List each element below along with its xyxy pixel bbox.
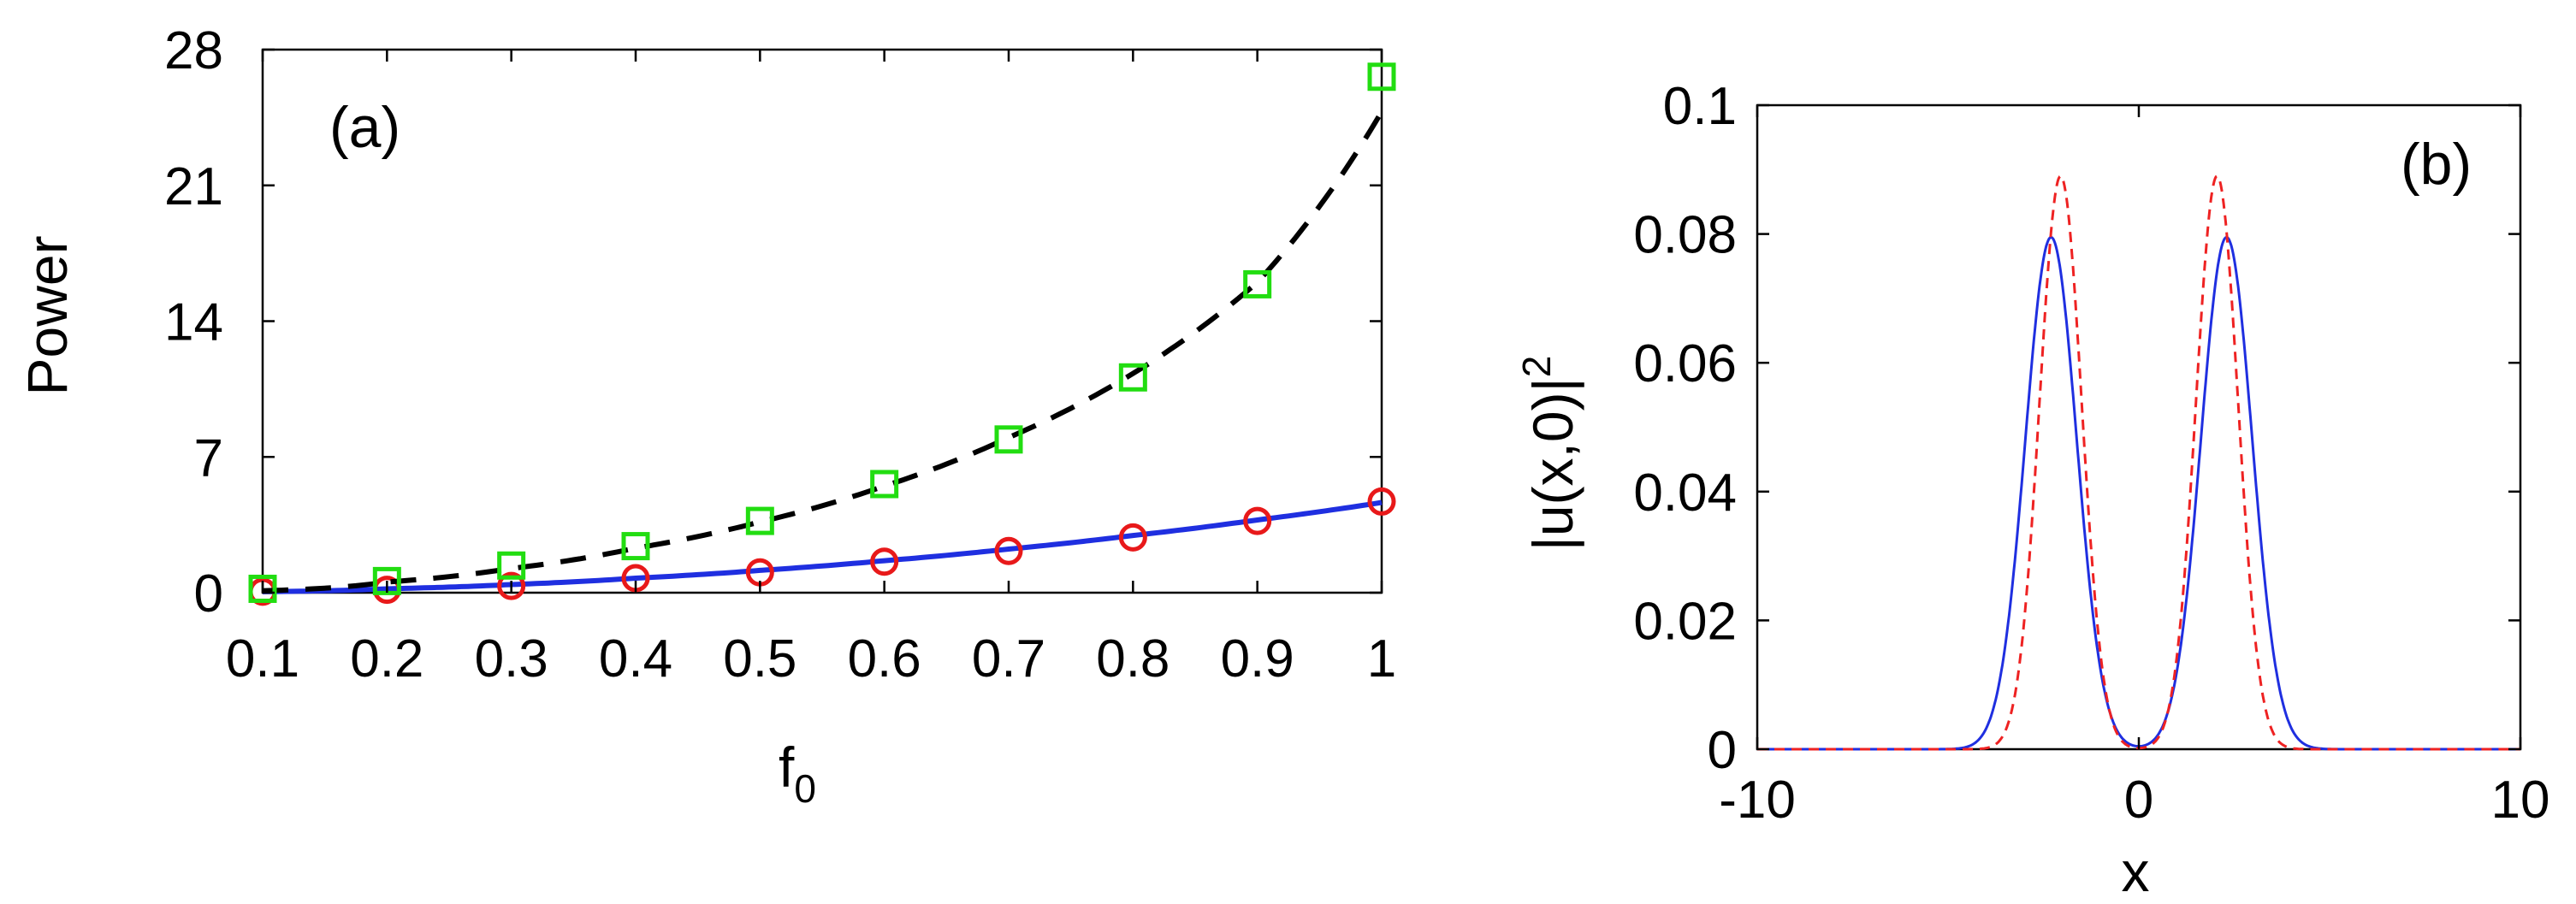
y-tick-label: 0.06 xyxy=(1633,334,1737,393)
series-2-line xyxy=(262,110,1384,594)
plot-frame xyxy=(261,48,1383,594)
circle-marker xyxy=(497,571,526,600)
x-tick-label: 0.1 xyxy=(226,629,299,688)
panel-a-plot-area xyxy=(248,48,1396,606)
x-tick-label: 1 xyxy=(1367,629,1396,688)
panel-b-y-axis-label-main: |u(x,0)| xyxy=(1521,377,1584,551)
x-tick-label: 0.7 xyxy=(972,629,1045,688)
square-marker xyxy=(248,574,277,603)
plot-frame xyxy=(1756,103,2522,751)
x-tick-label: 0.3 xyxy=(475,629,548,688)
y-tick-label: 0 xyxy=(194,564,223,623)
y-tick-label: 21 xyxy=(164,157,223,216)
square-marker xyxy=(1243,269,1272,298)
y-tick-label: 7 xyxy=(194,428,223,487)
x-tick-label: 0.6 xyxy=(848,629,921,688)
y-tick-label: 0 xyxy=(1708,721,1737,780)
x-tick-label: 0.2 xyxy=(350,629,423,688)
panel-a-x-axis-label-main: f xyxy=(779,736,795,799)
series-0-line xyxy=(1756,235,2521,751)
square-marker xyxy=(870,470,899,499)
square-marker xyxy=(621,532,650,561)
square-marker xyxy=(372,566,401,595)
y-tick-label: 0.04 xyxy=(1633,464,1737,523)
panel-b-x-axis-label: x xyxy=(2122,840,2150,903)
circle-marker xyxy=(1118,523,1147,552)
y-tick-label: 0.08 xyxy=(1633,206,1737,265)
panel-a-x-axis-label-subscript: 0 xyxy=(794,766,816,811)
series-0-line xyxy=(262,499,1383,594)
circle-marker xyxy=(870,547,899,576)
panel-b-y-axis-label-superscript: 2 xyxy=(1514,356,1559,378)
x-tick-label: 0.9 xyxy=(1221,629,1294,688)
y-tick-label: 28 xyxy=(164,21,223,80)
x-tick-label: 0.5 xyxy=(723,629,796,688)
square-marker xyxy=(745,506,774,535)
square-marker xyxy=(497,551,526,580)
y-tick-label: 14 xyxy=(164,293,223,352)
square-marker xyxy=(1118,363,1147,392)
panel-a: 0.1 0.2 0.3 0.4 0.5 0.6 0.7 0.8 0.9 1 0 7 14 21 28 (a)… xyxy=(15,21,1396,811)
panel-a-ticks: 0.1 0.2 0.3 0.4 0.5 0.6 0.7 0.8 0.9 1 0 7 14 21 28 xyxy=(164,21,1396,688)
square-marker xyxy=(1367,62,1396,92)
panel-b-y-axis-label: |u(x,0)|2 xyxy=(1514,356,1584,552)
y-tick-label: 0.1 xyxy=(1663,77,1737,136)
x-tick-label: 0 xyxy=(2124,771,2153,830)
circle-marker xyxy=(1367,487,1396,516)
square-marker xyxy=(994,425,1023,454)
x-tick-label: 0.8 xyxy=(1096,629,1170,688)
x-tick-label: -10 xyxy=(1719,771,1796,830)
panel-a-y-axis-label: Power xyxy=(15,235,79,395)
panel-a-label: (a) xyxy=(329,95,400,160)
x-tick-label: 10 xyxy=(2491,771,2550,830)
circle-marker xyxy=(994,536,1023,565)
series-1-line xyxy=(1756,174,2521,751)
panel-b-plot-area xyxy=(1756,103,2522,751)
y-tick-label: 0.02 xyxy=(1633,592,1737,651)
circle-marker xyxy=(1243,506,1272,535)
x-tick-label: 0.4 xyxy=(599,629,672,688)
panel-a-x-axis-label: f0 xyxy=(779,736,816,811)
panel-b-label: (b) xyxy=(2401,132,2472,197)
